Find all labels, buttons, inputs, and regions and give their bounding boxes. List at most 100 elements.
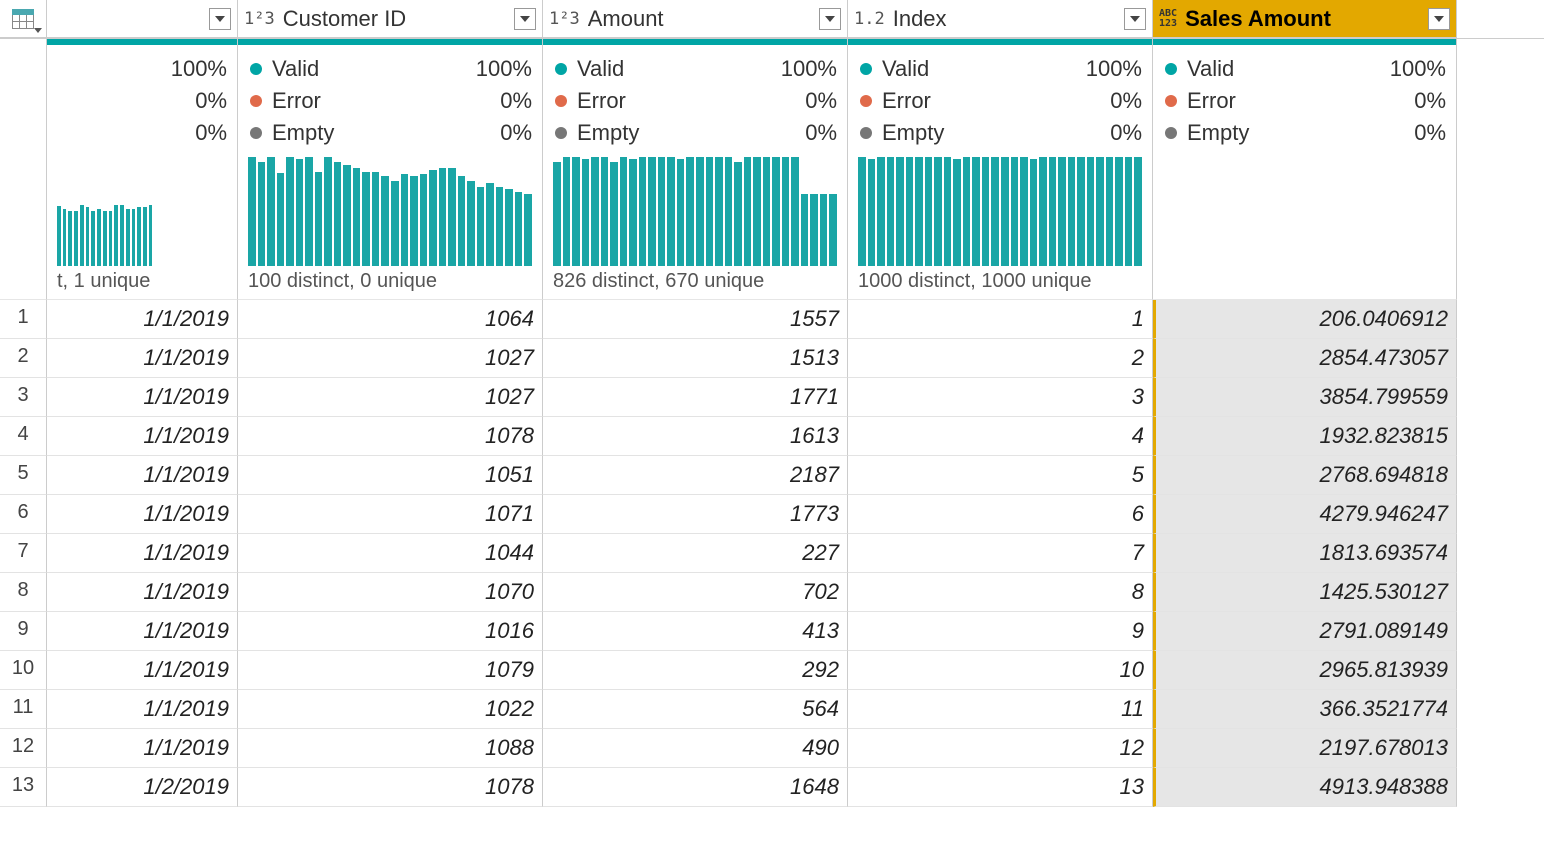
cell-date[interactable]: 1/1/2019 <box>47 612 238 651</box>
cell-sales_amount[interactable]: 2854.473057 <box>1153 339 1457 378</box>
table-row[interactable]: 101/1/20191079292102965.813939 <box>0 651 1544 690</box>
cell-customer_id[interactable]: 1044 <box>238 534 543 573</box>
cell-customer_id[interactable]: 1088 <box>238 729 543 768</box>
cell-date[interactable]: 1/1/2019 <box>47 495 238 534</box>
row-number[interactable]: 12 <box>0 729 47 768</box>
cell-date[interactable]: 1/2/2019 <box>47 768 238 807</box>
row-number[interactable]: 13 <box>0 768 47 807</box>
table-row[interactable]: 51/1/20191051218752768.694818 <box>0 456 1544 495</box>
cell-sales_amount[interactable]: 1932.823815 <box>1153 417 1457 456</box>
table-row[interactable]: 131/2/201910781648134913.948388 <box>0 768 1544 807</box>
row-number[interactable]: 9 <box>0 612 47 651</box>
column-filter-dropdown[interactable] <box>514 8 536 30</box>
cell-index[interactable]: 12 <box>848 729 1153 768</box>
cell-customer_id[interactable]: 1071 <box>238 495 543 534</box>
row-number[interactable]: 2 <box>0 339 47 378</box>
cell-sales_amount[interactable]: 206.0406912 <box>1153 300 1457 339</box>
cell-date[interactable]: 1/1/2019 <box>47 456 238 495</box>
cell-amount[interactable]: 2187 <box>543 456 848 495</box>
column-filter-dropdown[interactable] <box>1428 8 1450 30</box>
cell-index[interactable]: 11 <box>848 690 1153 729</box>
row-number[interactable]: 11 <box>0 690 47 729</box>
cell-date[interactable]: 1/1/2019 <box>47 651 238 690</box>
table-row[interactable]: 81/1/2019107070281425.530127 <box>0 573 1544 612</box>
column-filter-dropdown[interactable] <box>209 8 231 30</box>
cell-customer_id[interactable]: 1022 <box>238 690 543 729</box>
cell-index[interactable]: 7 <box>848 534 1153 573</box>
cell-sales_amount[interactable]: 4279.946247 <box>1153 495 1457 534</box>
column-header-sales_amount[interactable]: ABC 123Sales Amount <box>1153 0 1457 38</box>
cell-index[interactable]: 5 <box>848 456 1153 495</box>
cell-amount[interactable]: 1648 <box>543 768 848 807</box>
column-header-customer_id[interactable]: 1²3Customer ID <box>238 0 543 38</box>
cell-sales_amount[interactable]: 2768.694818 <box>1153 456 1457 495</box>
cell-amount[interactable]: 227 <box>543 534 848 573</box>
table-row[interactable]: 61/1/20191071177364279.946247 <box>0 495 1544 534</box>
table-row[interactable]: 11/1/2019106415571206.0406912 <box>0 300 1544 339</box>
cell-customer_id[interactable]: 1079 <box>238 651 543 690</box>
cell-index[interactable]: 9 <box>848 612 1153 651</box>
cell-date[interactable]: 1/1/2019 <box>47 378 238 417</box>
cell-amount[interactable]: 1513 <box>543 339 848 378</box>
column-header-index[interactable]: 1.2Index <box>848 0 1153 38</box>
cell-amount[interactable]: 1557 <box>543 300 848 339</box>
cell-date[interactable]: 1/1/2019 <box>47 339 238 378</box>
row-number[interactable]: 7 <box>0 534 47 573</box>
cell-sales_amount[interactable]: 366.3521774 <box>1153 690 1457 729</box>
cell-sales_amount[interactable]: 2965.813939 <box>1153 651 1457 690</box>
table-row[interactable]: 31/1/20191027177133854.799559 <box>0 378 1544 417</box>
cell-index[interactable]: 3 <box>848 378 1153 417</box>
cell-customer_id[interactable]: 1027 <box>238 378 543 417</box>
table-menu-button[interactable] <box>0 0 47 38</box>
cell-amount[interactable]: 490 <box>543 729 848 768</box>
table-row[interactable]: 91/1/2019101641392791.089149 <box>0 612 1544 651</box>
cell-date[interactable]: 1/1/2019 <box>47 729 238 768</box>
cell-customer_id[interactable]: 1078 <box>238 768 543 807</box>
column-filter-dropdown[interactable] <box>1124 8 1146 30</box>
cell-customer_id[interactable]: 1078 <box>238 417 543 456</box>
table-row[interactable]: 111/1/2019102256411366.3521774 <box>0 690 1544 729</box>
cell-sales_amount[interactable]: 1425.530127 <box>1153 573 1457 612</box>
row-number[interactable]: 6 <box>0 495 47 534</box>
column-header-amount[interactable]: 1²3Amount <box>543 0 848 38</box>
cell-customer_id[interactable]: 1064 <box>238 300 543 339</box>
row-number[interactable]: 8 <box>0 573 47 612</box>
table-row[interactable]: 21/1/20191027151322854.473057 <box>0 339 1544 378</box>
cell-index[interactable]: 8 <box>848 573 1153 612</box>
cell-date[interactable]: 1/1/2019 <box>47 417 238 456</box>
cell-sales_amount[interactable]: 1813.693574 <box>1153 534 1457 573</box>
table-row[interactable]: 71/1/2019104422771813.693574 <box>0 534 1544 573</box>
cell-customer_id[interactable]: 1070 <box>238 573 543 612</box>
cell-index[interactable]: 2 <box>848 339 1153 378</box>
cell-index[interactable]: 10 <box>848 651 1153 690</box>
cell-amount[interactable]: 1771 <box>543 378 848 417</box>
cell-amount[interactable]: 292 <box>543 651 848 690</box>
cell-index[interactable]: 6 <box>848 495 1153 534</box>
cell-index[interactable]: 4 <box>848 417 1153 456</box>
row-number[interactable]: 4 <box>0 417 47 456</box>
cell-amount[interactable]: 413 <box>543 612 848 651</box>
table-row[interactable]: 41/1/20191078161341932.823815 <box>0 417 1544 456</box>
cell-date[interactable]: 1/1/2019 <box>47 300 238 339</box>
cell-sales_amount[interactable]: 3854.799559 <box>1153 378 1457 417</box>
row-number[interactable]: 5 <box>0 456 47 495</box>
cell-date[interactable]: 1/1/2019 <box>47 573 238 612</box>
cell-sales_amount[interactable]: 2791.089149 <box>1153 612 1457 651</box>
row-number[interactable]: 1 <box>0 300 47 339</box>
column-filter-dropdown[interactable] <box>819 8 841 30</box>
cell-amount[interactable]: 1773 <box>543 495 848 534</box>
cell-sales_amount[interactable]: 2197.678013 <box>1153 729 1457 768</box>
cell-index[interactable]: 1 <box>848 300 1153 339</box>
row-number[interactable]: 3 <box>0 378 47 417</box>
column-header-date[interactable] <box>47 0 238 38</box>
cell-date[interactable]: 1/1/2019 <box>47 534 238 573</box>
row-number[interactable]: 10 <box>0 651 47 690</box>
table-row[interactable]: 121/1/20191088490122197.678013 <box>0 729 1544 768</box>
cell-date[interactable]: 1/1/2019 <box>47 690 238 729</box>
cell-index[interactable]: 13 <box>848 768 1153 807</box>
cell-customer_id[interactable]: 1016 <box>238 612 543 651</box>
cell-amount[interactable]: 702 <box>543 573 848 612</box>
cell-sales_amount[interactable]: 4913.948388 <box>1153 768 1457 807</box>
cell-customer_id[interactable]: 1051 <box>238 456 543 495</box>
cell-customer_id[interactable]: 1027 <box>238 339 543 378</box>
